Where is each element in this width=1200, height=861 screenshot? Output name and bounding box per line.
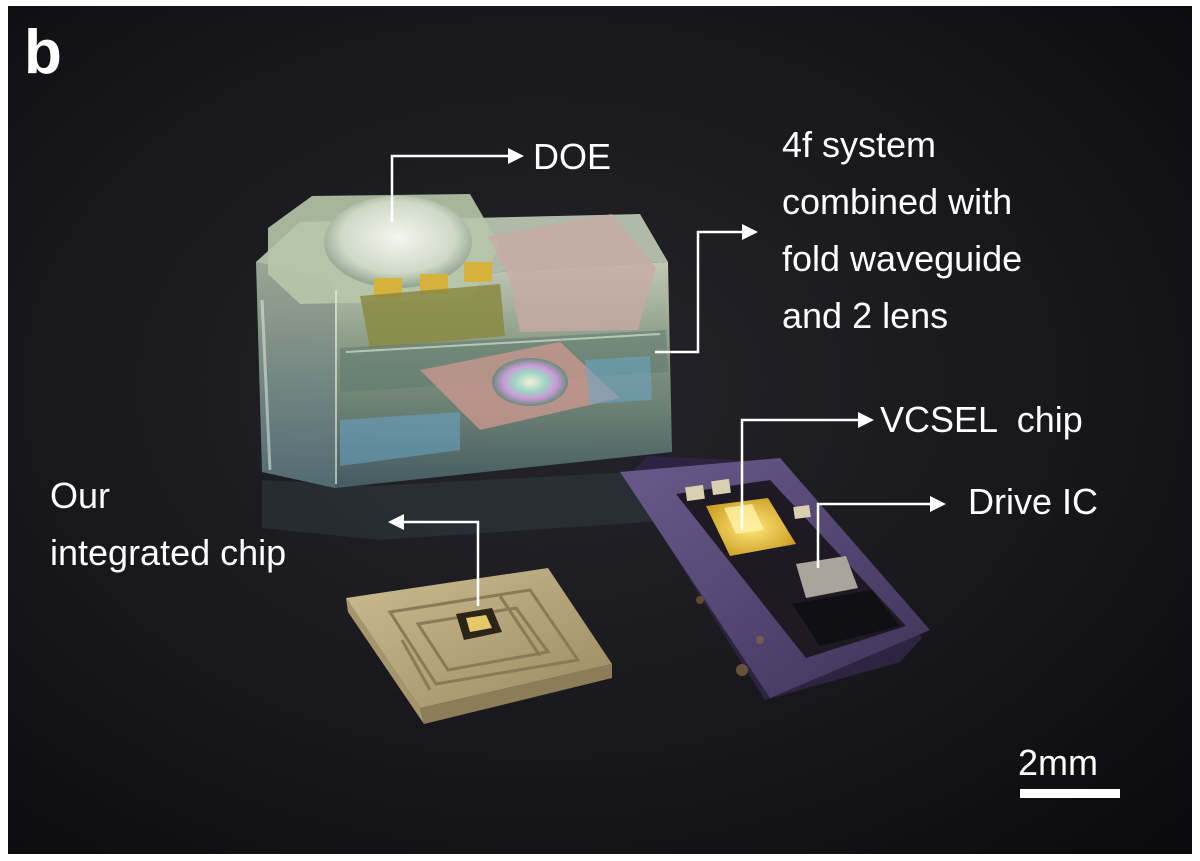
doe-lens [324,196,472,288]
label-doe: DOE [533,136,612,177]
label-4f-system-line4: and 2 lens [782,295,949,336]
label-integrated-line1: Our [50,475,111,516]
scale-bar [1020,789,1120,798]
label-integrated-line2: integrated chip [50,532,287,573]
leader-lines [390,154,930,606]
leader-arrowheads [388,148,946,530]
drive-ic-die [796,556,858,598]
label-4f-system-line2: combined with [782,181,1013,222]
panel-letter: b [24,18,62,87]
label-drive-ic: Drive IC [968,481,1099,522]
label-4f-system-line1: 4f system [782,124,937,165]
vcsel-package [620,456,930,700]
label-4f-system-line3: fold waveguide [782,238,1023,279]
integrated-chip [346,568,612,724]
glass-optics-block [256,194,680,540]
scale-bar-label: 2mm [1018,742,1098,783]
label-vcsel-chip: VCSEL chip [880,399,1083,440]
